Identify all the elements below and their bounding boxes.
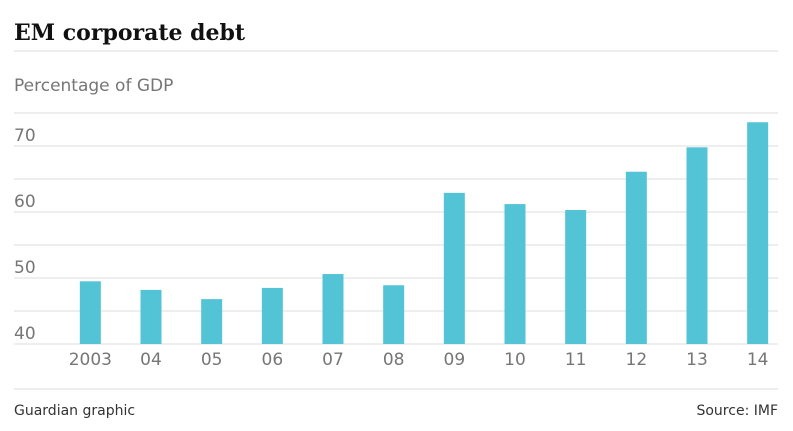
source: Source: IMF xyxy=(696,403,778,419)
bar xyxy=(747,122,769,345)
x-tick-label: 09 xyxy=(444,350,466,370)
bar xyxy=(383,285,405,344)
footer-credit: Guardian graphic xyxy=(14,403,135,419)
y-tick-label: 60 xyxy=(14,192,36,212)
x-tick-label: 2003 xyxy=(69,350,112,370)
y-tick-label: 50 xyxy=(14,258,36,278)
chart-subtitle: Percentage of GDP xyxy=(14,76,173,96)
bar xyxy=(322,274,344,344)
bar xyxy=(201,299,223,344)
bar xyxy=(504,204,526,344)
bar xyxy=(686,147,708,344)
x-tick-label: 12 xyxy=(626,350,648,370)
bar xyxy=(565,210,587,344)
y-tick-label: 70 xyxy=(14,126,36,146)
bar xyxy=(443,192,465,344)
x-tick-label: 11 xyxy=(565,350,587,370)
x-tick-label: 04 xyxy=(140,350,162,370)
bar xyxy=(625,171,647,344)
x-tick-label: 07 xyxy=(322,350,344,370)
y-tick-label: 40 xyxy=(14,324,36,344)
x-tick-label: 13 xyxy=(686,350,708,370)
x-tick-label: 05 xyxy=(201,350,223,370)
x-tick-label: 10 xyxy=(504,350,526,370)
x-tick-label: 08 xyxy=(383,350,405,370)
bar xyxy=(79,281,101,344)
x-tick-label: 06 xyxy=(262,350,284,370)
bar xyxy=(140,289,162,344)
chart-title: EM corporate debt xyxy=(14,20,246,46)
bar xyxy=(261,287,283,344)
x-tick-label: 14 xyxy=(747,350,769,370)
